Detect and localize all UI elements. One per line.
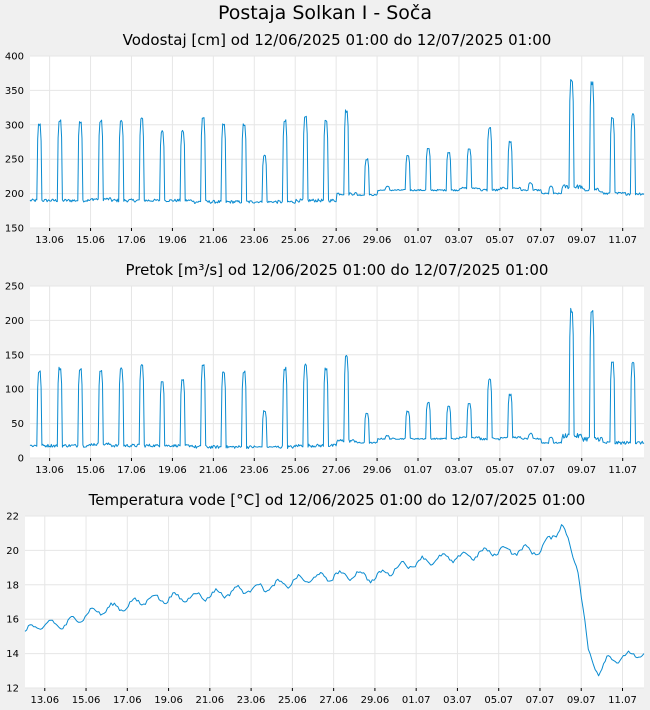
chart-vodostaj: Vodostaj [cm] od 12/06/2025 01:00 do 12/… — [5, 31, 645, 246]
y-tick-label: 400 — [5, 52, 24, 63]
x-tick-label: 11.07 — [608, 695, 637, 706]
x-tick-label: 17.06 — [113, 695, 142, 706]
x-tick-label: 13.06 — [35, 465, 64, 476]
x-tick-label: 25.06 — [278, 695, 307, 706]
plot-area — [30, 56, 644, 228]
x-tick-label: 29.06 — [363, 465, 392, 476]
chart-pretok: Pretok [m³/s] od 12/06/2025 01:00 do 12/… — [5, 261, 645, 476]
x-tick-label: 25.06 — [281, 235, 310, 246]
x-tick-label: 11.07 — [608, 465, 637, 476]
x-tick-label: 23.06 — [240, 465, 269, 476]
x-tick-label: 15.06 — [76, 235, 105, 246]
series-line — [24, 524, 645, 677]
x-tick-label: 01.07 — [404, 235, 433, 246]
x-tick-label: 15.06 — [76, 465, 105, 476]
chart-title: Vodostaj [cm] od 12/06/2025 01:00 do 12/… — [123, 31, 552, 49]
x-tick-label: 23.06 — [240, 235, 269, 246]
y-tick-label: 250 — [5, 155, 24, 166]
x-tick-label: 25.06 — [281, 465, 310, 476]
x-tick-label: 05.07 — [484, 695, 513, 706]
x-tick-label: 03.07 — [445, 235, 474, 246]
x-tick-label: 09.07 — [567, 695, 596, 706]
x-tick-label: 01.07 — [404, 465, 433, 476]
plot-area — [25, 516, 644, 688]
y-tick-label: 350 — [5, 86, 24, 97]
x-tick-label: 23.06 — [237, 695, 266, 706]
x-tick-label: 21.06 — [199, 235, 228, 246]
y-tick-label: 150 — [5, 350, 24, 361]
y-tick-label: 12 — [6, 684, 19, 695]
y-tick-label: 14 — [6, 649, 19, 660]
x-tick-label: 07.07 — [526, 235, 555, 246]
series-line — [29, 79, 645, 204]
x-tick-label: 13.06 — [35, 235, 64, 246]
x-tick-label: 15.06 — [72, 695, 101, 706]
x-tick-label: 11.07 — [608, 235, 637, 246]
x-tick-label: 19.06 — [158, 465, 187, 476]
chart-title: Pretok [m³/s] od 12/06/2025 01:00 do 12/… — [126, 261, 549, 279]
y-tick-label: 22 — [6, 512, 19, 523]
x-tick-label: 17.06 — [117, 465, 146, 476]
x-tick-label: 05.07 — [486, 235, 515, 246]
x-tick-label: 05.07 — [486, 465, 515, 476]
x-tick-label: 07.07 — [526, 695, 555, 706]
y-tick-label: 50 — [11, 419, 24, 430]
x-tick-label: 21.06 — [199, 465, 228, 476]
y-tick-label: 20 — [6, 546, 19, 557]
x-tick-label: 27.06 — [322, 465, 351, 476]
y-tick-label: 300 — [5, 120, 24, 131]
chart-title: Temperatura vode [°C] od 12/06/2025 01:0… — [88, 491, 586, 509]
y-tick-label: 150 — [5, 224, 24, 235]
x-tick-label: 19.06 — [154, 695, 183, 706]
series-line — [29, 307, 645, 449]
y-tick-label: 200 — [5, 189, 24, 200]
x-tick-label: 03.07 — [445, 465, 474, 476]
y-tick-label: 200 — [5, 316, 24, 327]
y-tick-label: 100 — [5, 385, 24, 396]
y-tick-label: 250 — [5, 282, 24, 293]
x-tick-label: 09.07 — [567, 235, 596, 246]
x-tick-label: 03.07 — [443, 695, 472, 706]
x-tick-label: 17.06 — [117, 235, 146, 246]
x-tick-label: 19.06 — [158, 235, 187, 246]
y-tick-label: 18 — [6, 580, 19, 591]
x-tick-label: 07.07 — [526, 465, 555, 476]
plot-area — [30, 286, 644, 458]
x-tick-label: 29.06 — [363, 235, 392, 246]
chart-temperatura: Temperatura vode [°C] od 12/06/2025 01:0… — [6, 491, 645, 706]
x-tick-label: 09.07 — [567, 465, 596, 476]
y-tick-label: 16 — [6, 615, 19, 626]
y-tick-label: 0 — [18, 454, 24, 465]
x-tick-label: 29.06 — [361, 695, 390, 706]
x-tick-label: 01.07 — [402, 695, 431, 706]
x-tick-label: 27.06 — [319, 695, 348, 706]
x-tick-label: 27.06 — [322, 235, 351, 246]
x-tick-label: 13.06 — [30, 695, 59, 706]
page-title: Postaja Solkan I - Soča — [217, 2, 433, 24]
x-tick-label: 21.06 — [196, 695, 225, 706]
